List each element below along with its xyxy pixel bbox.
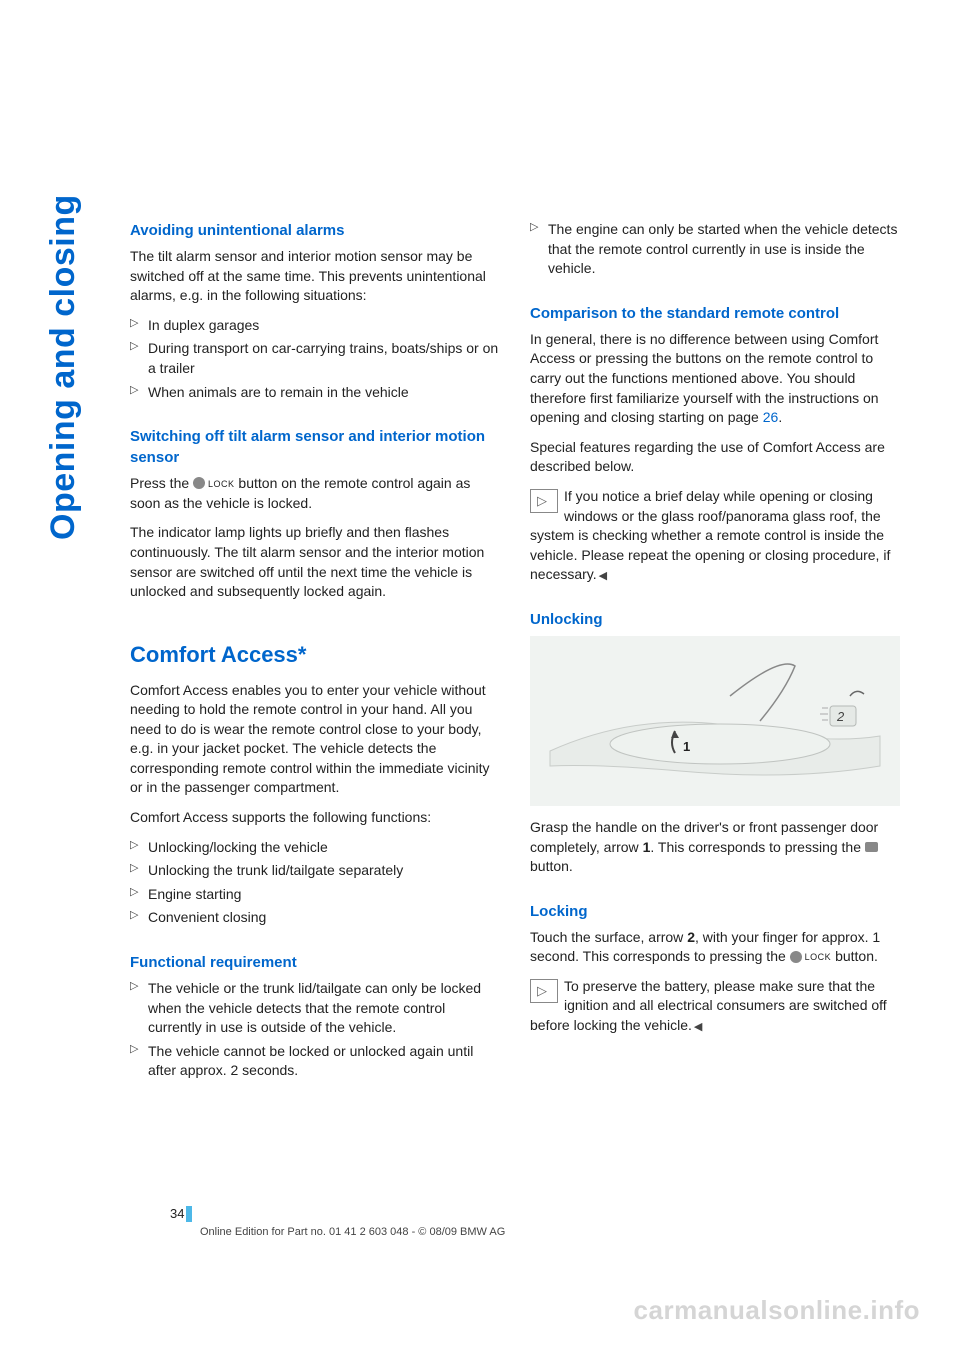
page-number-text: 34 xyxy=(170,1206,184,1221)
list-item: During transport on car-carrying trains,… xyxy=(130,339,500,378)
list-functions: Unlocking/locking the vehicle Unlocking … xyxy=(130,838,500,928)
page-number-bar xyxy=(186,1206,192,1222)
heading-unlocking: Unlocking xyxy=(530,609,900,630)
para: In general, there is no difference betwe… xyxy=(530,330,900,428)
list-item: When animals are to remain in the vehicl… xyxy=(130,383,500,403)
heading-functional-req: Functional requirement xyxy=(130,952,500,973)
content-columns: Avoiding unintentional alarms The tilt a… xyxy=(130,220,900,1091)
page-number: 34 xyxy=(170,1205,192,1223)
svg-text:1: 1 xyxy=(683,739,690,754)
unlock-button-icon xyxy=(865,842,878,852)
list-requirements-cont: The engine can only be started when the … xyxy=(530,220,900,279)
text: button. xyxy=(831,948,878,964)
watermark: carmanualsonline.info xyxy=(634,1292,920,1328)
list-requirements: The vehicle or the trunk lid/tailgate ca… xyxy=(130,979,500,1081)
left-column: Avoiding unintentional alarms The tilt a… xyxy=(130,220,500,1091)
list-item: Convenient closing xyxy=(130,908,500,928)
note-text: To preserve the battery, please make sur… xyxy=(530,978,887,1033)
para: The indicator lamp lights up briefly and… xyxy=(130,523,500,601)
note-box: If you notice a brief delay while openin… xyxy=(530,487,900,585)
note-icon xyxy=(530,489,558,513)
footer-text: Online Edition for Part no. 01 41 2 603 … xyxy=(200,1225,505,1240)
list-item: The engine can only be started when the … xyxy=(530,220,900,279)
text: Touch the surface, arrow xyxy=(530,929,687,945)
lock-icon xyxy=(790,951,802,963)
lock-icon xyxy=(193,477,205,489)
door-handle-figure: 1 2 xyxy=(530,636,900,806)
text: In general, there is no difference betwe… xyxy=(530,331,879,425)
arrow-ref: 2 xyxy=(687,929,695,945)
page-ref-link[interactable]: 26 xyxy=(763,409,779,425)
para: Comfort Access supports the following fu… xyxy=(130,808,500,828)
para: Comfort Access enables you to enter your… xyxy=(130,681,500,799)
page: Opening and closing Avoiding unintention… xyxy=(0,0,960,1358)
list-item: Unlocking the trunk lid/tailgate separat… xyxy=(130,861,500,881)
text: . This corresponds to pressing the xyxy=(650,839,865,855)
para: The tilt alarm sensor and interior motio… xyxy=(130,247,500,306)
list-item: Engine starting xyxy=(130,885,500,905)
list-situations: In duplex garages During transport on ca… xyxy=(130,316,500,402)
side-section-title: Opening and closing xyxy=(40,194,88,540)
heading-comparison: Comparison to the standard remote contro… xyxy=(530,303,900,324)
text: Press the xyxy=(130,475,193,491)
para: Press the LOCK button on the remote cont… xyxy=(130,474,500,513)
list-item: The vehicle cannot be locked or unlocked… xyxy=(130,1042,500,1081)
list-item: In duplex garages xyxy=(130,316,500,336)
heading-locking: Locking xyxy=(530,901,900,922)
lock-label: LOCK xyxy=(802,952,832,962)
note-icon xyxy=(530,979,558,1003)
list-item: Unlocking/locking the vehicle xyxy=(130,838,500,858)
text: button. xyxy=(530,858,573,874)
right-column: The engine can only be started when the … xyxy=(530,220,900,1091)
para: Touch the surface, arrow 2, with your fi… xyxy=(530,928,900,967)
list-item: The vehicle or the trunk lid/tailgate ca… xyxy=(130,979,500,1038)
text: . xyxy=(778,409,782,425)
note-box: To preserve the battery, please make sur… xyxy=(530,977,900,1036)
heading-avoiding-alarms: Avoiding unintentional alarms xyxy=(130,220,500,241)
lock-label: LOCK xyxy=(205,479,235,489)
heading-switching-off: Switching off tilt alarm sensor and inte… xyxy=(130,426,500,468)
svg-text:2: 2 xyxy=(836,709,845,724)
para: Special features regarding the use of Co… xyxy=(530,438,900,477)
heading-comfort-access: Comfort Access* xyxy=(130,640,500,671)
note-text: If you notice a brief delay while openin… xyxy=(530,488,890,582)
para: Grasp the handle on the driver's or fron… xyxy=(530,818,900,877)
